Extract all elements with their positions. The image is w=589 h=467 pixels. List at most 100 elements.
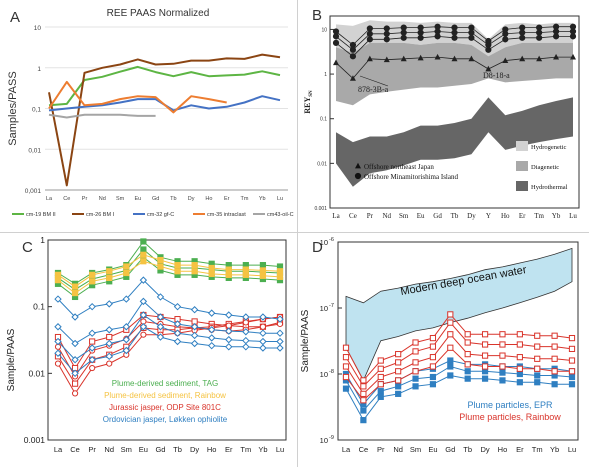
data-point-d [377, 381, 384, 388]
series-b-3 [332, 23, 577, 49]
chart-d: Modern deep ocean waterD10-610-710-810-9… [300, 237, 579, 454]
data-point-b [400, 34, 407, 41]
y-tick-label-a: 1 [37, 66, 41, 73]
x-tick-label-b: Nd [383, 212, 392, 220]
legend-label-c: Plume-derived sediment, Rainbow [104, 391, 226, 400]
x-tick-label-b: La [332, 212, 340, 220]
data-point-b [366, 30, 373, 37]
data-point-d [499, 352, 506, 359]
x-tick-label-c: Nd [104, 445, 114, 454]
legend-label-b: Hydrogenetic [531, 144, 566, 151]
data-point-d [499, 369, 506, 376]
data-point-c [259, 329, 267, 337]
data-point-b [468, 55, 475, 62]
x-tick-label-a: Eu [134, 196, 141, 202]
x-tick-label-a: Dy [188, 196, 195, 202]
x-tick-label-b: Sm [399, 212, 409, 220]
data-point-b [536, 24, 543, 31]
data-point-c [174, 268, 181, 275]
x-tick-label-a: Pr [82, 196, 88, 202]
y-tick-exponent-d: -9 [329, 435, 334, 441]
data-point-c [71, 356, 79, 364]
series-line-a-1 [48, 53, 281, 187]
panel-d: Modern deep ocean water D 10 -6 10 -7 10 -8 10 -9… [296, 232, 589, 467]
data-point-d [429, 334, 437, 342]
data-point-c [156, 293, 165, 301]
data-point-c [259, 262, 267, 269]
data-point-b [468, 34, 475, 41]
data-point-c [259, 267, 267, 274]
panel-letter-c: C [22, 239, 33, 256]
panel-divider-horizontal [0, 232, 589, 233]
series-d-2 [342, 372, 576, 424]
data-point-c [71, 313, 79, 321]
y-tick-label-a: 10 [34, 25, 42, 32]
data-point-c [71, 289, 79, 297]
data-point-c [106, 268, 113, 275]
x-tick-label-d: Yb [550, 445, 559, 454]
data-point-d [534, 379, 541, 386]
x-tick-label-b: Er [519, 212, 526, 220]
data-point-d [360, 377, 367, 384]
data-point-c [88, 302, 96, 311]
y-tick-label-d: 10 [320, 370, 328, 379]
data-point-c [259, 272, 267, 279]
data-point-c [54, 349, 62, 357]
data-point-d [534, 355, 541, 362]
data-point-b [569, 23, 577, 30]
data-point-c [105, 300, 113, 308]
data-point-d [377, 357, 384, 364]
y-tick-exponent-d: -7 [329, 303, 334, 309]
x-tick-label-b: Y [486, 212, 491, 220]
x-tick-label-a: Lu [277, 196, 283, 202]
data-point-d [551, 343, 558, 350]
x-tick-label-a: Ho [205, 196, 212, 202]
x-tick-label-b: Eu [417, 212, 425, 220]
panel-divider-vertical [297, 0, 298, 467]
data-point-d [481, 363, 489, 370]
data-point-c [123, 269, 130, 277]
legend-label-a: cm-26 BM I [86, 212, 115, 218]
legend-symbol-b [354, 172, 362, 180]
x-tick-label-d: Ce [359, 445, 369, 454]
data-point-d [464, 361, 471, 368]
data-point-c [207, 309, 216, 317]
annotation-pointer-b [359, 75, 389, 87]
legend-label-c: Plume-derived sediment, TAG [112, 379, 218, 388]
data-point-b [552, 23, 560, 30]
data-point-b [349, 53, 357, 60]
data-point-c [173, 329, 182, 337]
data-point-d [412, 348, 419, 355]
x-tick-label-c: Er [225, 445, 233, 454]
data-point-c [88, 356, 96, 364]
data-point-c [89, 338, 96, 345]
x-tick-label-d: Nd [393, 445, 403, 454]
data-point-d [447, 344, 454, 351]
data-point-c [140, 258, 147, 265]
data-point-b [451, 55, 458, 62]
data-point-b [519, 55, 526, 62]
data-point-d [481, 352, 489, 359]
data-point-d [499, 331, 506, 338]
data-point-d [447, 319, 454, 326]
data-point-c [259, 344, 267, 352]
x-tick-label-c: Eu [139, 445, 148, 454]
data-point-b [502, 57, 509, 64]
data-point-c [140, 251, 147, 258]
y-tick-exponent-d: -8 [329, 369, 334, 375]
data-point-c [190, 339, 199, 348]
data-point-d [342, 373, 350, 381]
data-point-c [139, 297, 148, 306]
data-point-d [360, 397, 367, 404]
data-point-d [499, 363, 506, 370]
data-point-d [499, 341, 506, 348]
data-point-c [54, 295, 62, 303]
data-point-c [105, 326, 113, 334]
annotation-b: 878-3B-a [358, 85, 389, 94]
data-point-c [225, 271, 232, 278]
data-point-b [417, 34, 424, 41]
data-point-d [429, 354, 437, 361]
data-point-d [377, 373, 384, 381]
data-point-b [451, 24, 458, 31]
legend-swatch-b [516, 141, 528, 151]
